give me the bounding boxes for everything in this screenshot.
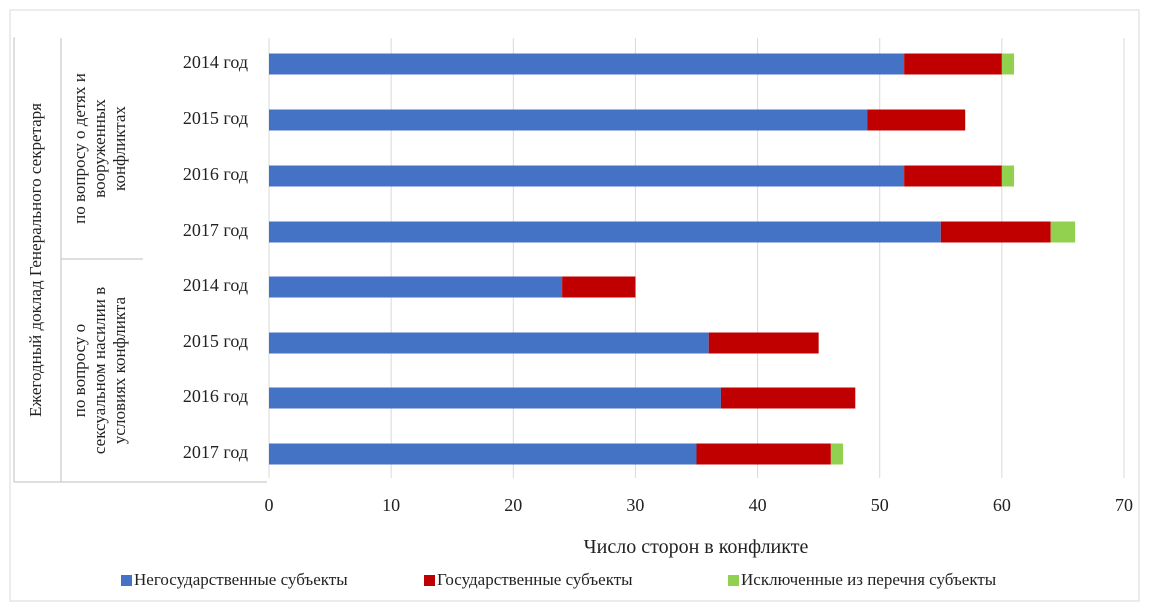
bar-segment — [696, 443, 831, 465]
group-label-line: по вопросу о детях и — [70, 73, 89, 224]
x-tick-label: 50 — [871, 495, 889, 515]
category-label: 2015 год — [183, 108, 248, 128]
group-label-line: по вопросу о — [70, 324, 89, 417]
category-label: 2016 год — [183, 386, 248, 406]
bar-segment — [269, 53, 905, 75]
bar-segment — [1001, 165, 1015, 187]
legend-swatch — [424, 575, 435, 586]
category-label: 2015 год — [183, 331, 248, 351]
legend-label: Государственные субъекты — [437, 570, 633, 589]
bar-segment — [269, 109, 868, 131]
category-label: 2014 год — [183, 52, 248, 72]
legend-swatch — [121, 575, 132, 586]
x-axis-title: Число сторон в конфликте — [584, 536, 809, 558]
bar-segment — [269, 165, 905, 187]
bar-segment — [940, 221, 1051, 243]
x-tick-label: 10 — [382, 495, 400, 515]
x-tick-label: 30 — [626, 495, 644, 515]
x-tick-label: 70 — [1115, 495, 1133, 515]
group-label-line: конфликтах — [110, 106, 129, 191]
bar-segment — [1001, 53, 1015, 75]
x-tick-label: 40 — [749, 495, 767, 515]
outer-group-label: Ежегодный доклад Генерального секретаря — [26, 103, 45, 417]
group-label-line: условиях конфликта — [110, 296, 129, 444]
bar-segment — [904, 165, 1002, 187]
category-label: 2016 год — [183, 164, 248, 184]
x-tick-label: 20 — [504, 495, 522, 515]
bar-segment — [269, 387, 721, 409]
bar-segment — [830, 443, 844, 465]
bar-segment — [269, 332, 709, 354]
bar-segment — [1050, 221, 1076, 243]
bar-segment — [269, 443, 697, 465]
bar-segment — [904, 53, 1002, 75]
bar-segment — [720, 387, 856, 409]
group-label-line: вооруженных — [90, 99, 109, 198]
legend-label: Негосударственные субъекты — [134, 570, 348, 589]
bar-segment — [269, 221, 941, 243]
legend-swatch — [728, 575, 739, 586]
category-label: 2014 год — [183, 275, 248, 295]
category-label: 2017 год — [183, 220, 248, 240]
bar-segment — [562, 276, 636, 298]
x-tick-label: 0 — [265, 495, 274, 515]
chart-frame — [9, 9, 1140, 602]
category-label: 2017 год — [183, 442, 248, 462]
x-tick-label: 60 — [993, 495, 1011, 515]
group-label-line: сексуальном насилии в — [90, 287, 109, 454]
bar-segment — [867, 109, 966, 131]
legend-label: Исключенные из перечня субъекты — [741, 570, 997, 589]
bar-segment — [708, 332, 819, 354]
bar-segment — [269, 276, 563, 298]
